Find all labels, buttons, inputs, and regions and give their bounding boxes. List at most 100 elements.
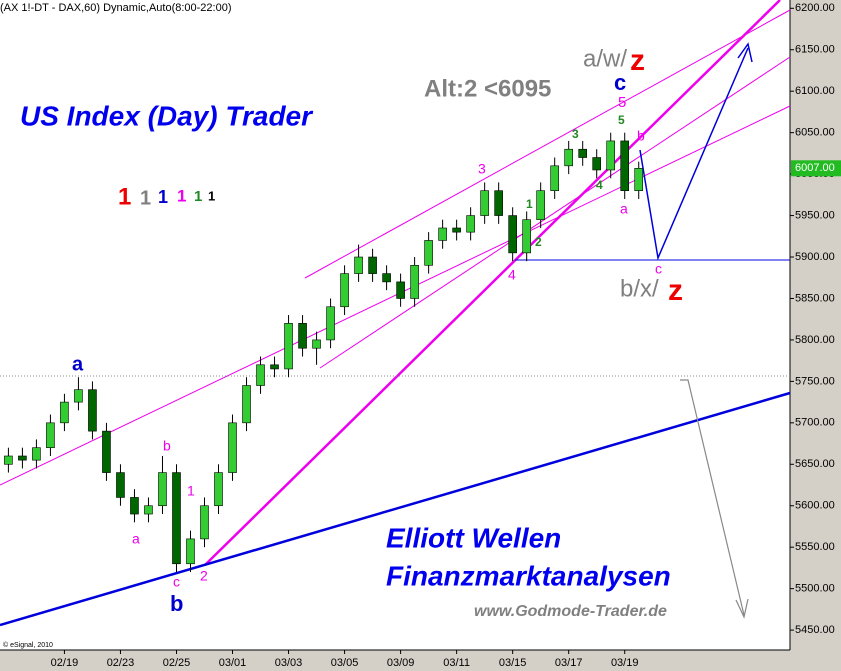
candle-body	[270, 364, 279, 370]
candle-body	[634, 168, 644, 191]
annotation: US Index (Day) Trader	[20, 100, 314, 131]
x-tick-label: 02/19	[51, 657, 79, 669]
candle-body	[186, 538, 195, 565]
annotation: b/x/	[620, 275, 659, 302]
annotation: 1	[194, 188, 202, 205]
x-tick-label: 03/17	[555, 657, 583, 669]
y-tick-label: 6200.00	[795, 2, 835, 14]
annotation: 2	[535, 235, 542, 249]
candle-body	[326, 306, 335, 341]
candle-body	[368, 256, 377, 274]
candle-body	[228, 422, 237, 473]
candle-body	[382, 273, 391, 283]
y-tick-label: 5600.00	[795, 500, 835, 512]
last-price-label: 6007.00	[795, 162, 835, 174]
candle-body	[116, 472, 125, 498]
chart-title: (AX 1!-DT - DAX,60) Dynamic,Auto(8:00-22…	[0, 2, 232, 14]
candle-body	[550, 165, 559, 191]
candle-body	[242, 385, 251, 424]
candle-body	[592, 157, 602, 171]
candle-body	[298, 323, 307, 349]
trend-line	[204, 0, 781, 566]
candle-body	[200, 505, 209, 540]
annotation: Finanzmarktanalysen	[386, 560, 671, 591]
annotation: 5	[618, 113, 625, 127]
annotation: 3	[572, 127, 579, 141]
candle-body	[32, 447, 41, 461]
annotation: a/w/	[583, 45, 627, 72]
annotation: Elliott Wellen	[386, 522, 561, 553]
y-tick-label: 5650.00	[795, 458, 835, 470]
y-tick-label: 5950.00	[795, 209, 835, 221]
candle-body	[46, 422, 55, 449]
arrow-head	[737, 42, 753, 63]
projection-arrow	[639, 47, 749, 261]
date-axis-panel	[0, 650, 841, 671]
x-tick-label: 03/19	[611, 657, 639, 669]
annotation: 1	[208, 188, 215, 203]
candle-body	[312, 339, 321, 349]
x-tick-label: 02/23	[107, 657, 135, 669]
candle-body	[340, 273, 349, 308]
y-tick-label: 5450.00	[795, 624, 835, 636]
annotation: Alt:2 <6095	[424, 75, 551, 102]
annotation: b	[170, 591, 183, 616]
channel-line	[304, 9, 791, 279]
annotation: 1	[158, 187, 168, 207]
source: © eSignal, 2010	[3, 641, 53, 649]
candle-body	[522, 219, 531, 254]
candle-body	[256, 364, 265, 386]
drawn-lines	[0, 0, 791, 627]
candle-body	[410, 265, 419, 299]
y-tick-label: 5850.00	[795, 292, 835, 304]
y-tick-label: 5700.00	[795, 417, 835, 429]
candle-body	[424, 240, 433, 266]
annotation: 1	[118, 183, 131, 210]
y-tick-label: 5800.00	[795, 334, 835, 346]
candle-body	[18, 455, 27, 461]
annotation: a	[620, 201, 628, 217]
last-price-box	[791, 160, 841, 177]
y-tick-label: 6100.00	[795, 85, 835, 97]
x-tick-label: 03/05	[331, 657, 359, 669]
annotation: 2	[200, 568, 208, 584]
candle-body	[494, 190, 503, 216]
y-tick-label: 5550.00	[795, 541, 835, 553]
annotation: z	[630, 44, 645, 77]
candle-body	[396, 281, 405, 299]
candle-body	[564, 148, 573, 167]
annotation: 1	[187, 483, 195, 499]
candle-body	[536, 190, 545, 221]
projection-arrow	[680, 379, 745, 616]
annotation: b	[163, 438, 171, 454]
annotation: c	[655, 261, 662, 277]
y-tick-label: 5500.00	[795, 583, 835, 595]
channel-line	[0, 105, 791, 486]
annotation: z	[668, 274, 683, 307]
candle-body	[508, 215, 517, 254]
annotation: 5	[618, 94, 626, 111]
trend-line	[0, 391, 791, 627]
candle-body	[172, 472, 181, 565]
candle-body	[214, 472, 223, 507]
candle-body	[452, 227, 461, 233]
candle-body	[438, 227, 447, 241]
y-tick-label: 6150.00	[795, 44, 835, 56]
annotation: 3	[478, 161, 486, 177]
annotation: www.Godmode-Trader.de	[474, 603, 667, 620]
candle-body	[74, 389, 83, 403]
x-tick-label: 02/25	[163, 657, 191, 669]
candle-body	[354, 256, 363, 274]
annotation: 1	[140, 187, 151, 209]
x-tick-label: 03/09	[387, 657, 415, 669]
candle-body	[144, 505, 153, 515]
x-tick-label: 03/11	[443, 657, 470, 669]
candle-body	[4, 455, 13, 465]
price-axis-panel	[790, 0, 841, 671]
candle-body	[480, 190, 489, 216]
annotation: 1	[177, 186, 186, 205]
candle-body	[620, 140, 630, 191]
annotation: 1	[526, 197, 533, 211]
